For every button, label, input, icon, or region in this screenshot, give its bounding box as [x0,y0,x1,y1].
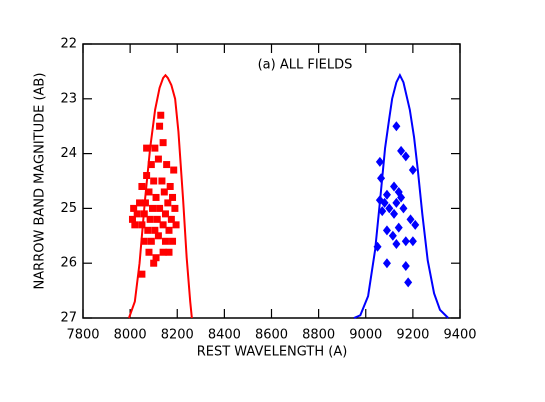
square-point [161,210,169,218]
square-point [170,166,178,174]
filter-curve [353,72,449,319]
square-point [140,210,148,218]
square-point [143,144,151,152]
x-axis-label: REST WAVELENGTH (A) [197,345,348,360]
square-point [145,248,153,256]
diamond-point [392,197,401,208]
diamond-point [397,145,406,156]
diamond-point [385,203,394,214]
diamond-point [392,239,401,250]
diamond-point [404,277,413,288]
square-point [159,139,167,147]
diamond-point [390,181,399,192]
y-axis-label: NARROW BAND MAGNITUDE (AB) [33,73,48,290]
diamond-point [375,156,384,167]
square-point [172,221,180,229]
diamond-point [401,260,410,271]
diamond-point [382,258,391,269]
diamond-point [411,219,420,230]
square-point [169,193,177,201]
annotation: (a) ALL FIELDS [258,58,353,73]
x-tick-label: 7800 [66,328,99,343]
diamond-point [408,236,417,247]
x-tick-label: 8600 [255,328,288,343]
square-point [153,215,161,223]
diamond-point [380,197,389,208]
x-tick-label: 8200 [161,328,194,343]
y-tick-label: 22 [60,37,77,52]
diamond-point [382,225,391,236]
square-point [150,259,158,267]
square-point [147,237,155,245]
square-point [147,161,155,169]
diamond-point [408,165,417,176]
square-point [149,204,157,212]
square-point [171,204,179,212]
diamond-point [394,222,403,233]
diamond-point [388,230,397,241]
square-point [138,270,146,278]
square-point [138,182,146,190]
square-point [145,188,153,196]
square-point [141,199,149,207]
square-point [156,122,164,130]
x-tick-label: 8000 [114,328,147,343]
square-point [151,226,159,234]
diamond-point [401,236,410,247]
diamond-point [377,173,386,184]
square-point [165,248,173,256]
x-tick-label: 9000 [349,328,382,343]
square-point [143,172,151,180]
square-point [128,215,136,223]
x-tick-label: 9400 [443,328,476,343]
square-point [138,221,146,229]
filter-curve [128,73,193,319]
square-point [159,221,167,229]
square-point [163,161,171,169]
diamond-point [401,151,410,162]
square-point [157,111,165,119]
square-point [167,215,175,223]
square-point [151,144,159,152]
x-tick-label: 8800 [302,328,335,343]
square-point [159,248,167,256]
diamond-point [373,241,382,252]
diamond-point [397,192,406,203]
diamond-point [399,203,408,214]
square-point [152,254,160,262]
square-point [140,237,148,245]
y-tick-label: 26 [60,256,77,271]
diamond-point [406,214,415,225]
y-tick-label: 27 [60,311,77,326]
square-point [165,226,173,234]
square-point [161,237,169,245]
square-point [146,215,154,223]
y-tick-label: 24 [60,146,77,161]
diamond-point [390,208,399,219]
x-tick-label: 9200 [396,328,429,343]
diamond-point [378,206,387,217]
y-tick-label: 23 [60,91,77,106]
square-point [144,226,152,234]
square-point [164,199,172,207]
square-point [133,210,141,218]
square-point [152,193,160,201]
square-point [160,188,168,196]
square-point [131,221,139,229]
x-tick-label: 8400 [208,328,241,343]
square-point [166,182,174,190]
diamond-point [382,189,391,200]
square-point [130,204,138,212]
square-point [154,232,162,240]
square-point [150,177,158,185]
square-point [169,237,177,245]
square-point [154,155,162,163]
square-point [156,204,164,212]
diamond-point [392,121,401,132]
y-tick-label: 25 [60,201,77,216]
square-point [158,177,166,185]
square-point [136,199,144,207]
